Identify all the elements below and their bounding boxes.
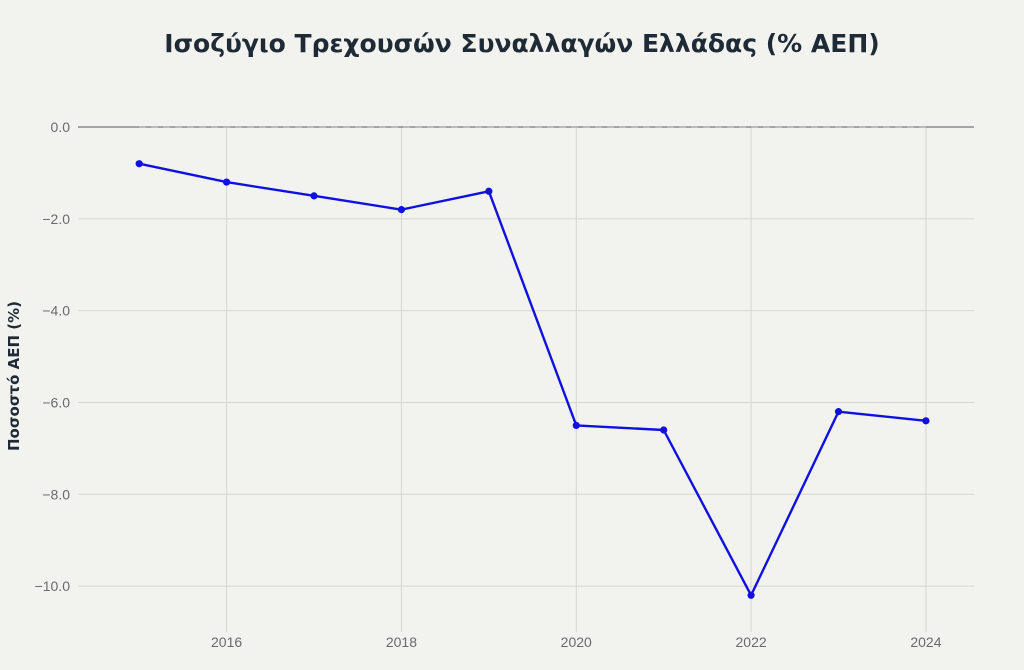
chart-title: Ισοζύγιο Τρεχουσών Συναλλαγών Ελλάδας (%… (164, 29, 879, 58)
y-tick-label: −8.0 (42, 486, 70, 502)
y-tick-label: −2.0 (42, 211, 70, 227)
x-tick-label: 2022 (736, 634, 767, 650)
series (135, 160, 930, 599)
data-point (922, 417, 930, 425)
data-point (310, 192, 318, 200)
data-point (834, 408, 843, 416)
y-axis: 0.0 −2.0 −4.0 −6.0 −8.0 −10.0 (35, 119, 71, 594)
y-tick-label: 0.0 (51, 119, 71, 135)
data-point (747, 591, 755, 599)
data-point (397, 206, 406, 214)
y-axis-label: Ποσοστό ΑΕΠ (%) (5, 301, 23, 451)
x-tick-label: 2018 (386, 634, 417, 650)
x-axis: 2016 2018 2020 2022 2024 (211, 634, 942, 650)
x-tick-label: 2016 (211, 634, 242, 650)
data-point (660, 426, 668, 434)
data-point (572, 421, 580, 430)
series-line (138, 162, 927, 597)
grid (78, 127, 974, 632)
y-tick-label: −6.0 (42, 394, 70, 410)
x-tick-label: 2024 (910, 634, 941, 650)
data-point (135, 160, 143, 168)
x-tick-label: 2020 (561, 634, 592, 650)
y-tick-label: −10.0 (35, 578, 71, 594)
data-point (485, 187, 493, 195)
data-point (223, 178, 231, 186)
y-tick-label: −4.0 (42, 303, 70, 319)
